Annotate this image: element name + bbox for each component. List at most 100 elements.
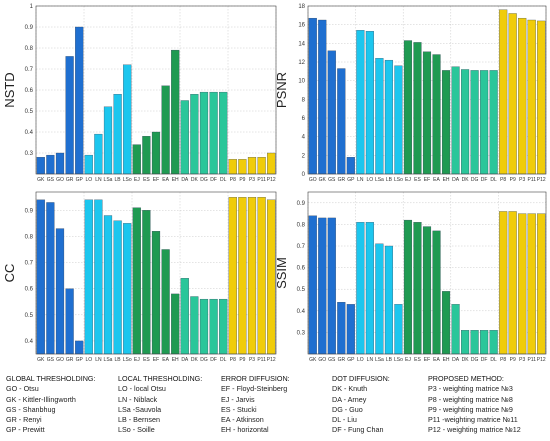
bar	[422, 226, 432, 355]
x-tick-label: LB	[115, 357, 122, 363]
x-tick-label: LSa	[375, 357, 384, 363]
x-tick-label: GR	[66, 357, 74, 363]
plot-frame	[35, 191, 277, 355]
x-tick-label: P8	[500, 177, 506, 183]
y-tick-label: 0.5	[297, 287, 306, 293]
bar	[356, 30, 365, 175]
bar	[142, 210, 151, 355]
y-tick-label: 0.3	[25, 151, 34, 157]
x-tick-label: LSa	[104, 177, 113, 183]
x-tick-label: GP	[76, 357, 84, 363]
x-tick-label: GR	[338, 177, 346, 183]
x-tick-label: GO	[56, 357, 64, 363]
x-tick-label: P11	[527, 177, 536, 183]
bar	[36, 157, 45, 175]
y-tick-label: 0.4	[297, 309, 306, 315]
x-tick-label: DG	[200, 357, 208, 363]
y-tick-label: 0.8	[25, 234, 34, 240]
x-tick-label: DL	[490, 357, 497, 363]
y-tick-label: 0.3	[297, 330, 306, 336]
bar	[209, 298, 218, 355]
x-tick-label: GK	[309, 357, 317, 363]
x-tick-label: GR	[338, 357, 346, 363]
x-tick-label: LN	[357, 177, 364, 183]
x-tick-label: DF	[481, 177, 488, 183]
legend-global-item: GO - Otsu	[6, 384, 39, 394]
bar	[171, 49, 180, 175]
bar	[346, 157, 355, 175]
bar	[65, 56, 74, 175]
x-tick-label: GR	[66, 177, 74, 183]
x-tick-label: P8	[230, 177, 236, 183]
x-tick-label: EA	[162, 357, 169, 363]
bar	[432, 230, 441, 355]
legend: GLOBAL THRESHOLDING: GO - Otsu GK - Kitt…	[6, 374, 550, 438]
bar	[403, 219, 413, 355]
bar	[219, 91, 228, 175]
x-tick-label: EF	[153, 177, 159, 183]
x-tick-label: EJ	[405, 177, 411, 183]
x-tick-label: DA	[452, 177, 460, 183]
bar	[113, 94, 122, 175]
x-tick-label: LN	[367, 357, 374, 363]
y-axis-title: PSNR	[274, 72, 289, 108]
legend-error-item: EF - Floyd-Steinberg	[221, 384, 288, 394]
legend-local: LOCAL THRESHOLDING: LO - local Otsu LN -…	[118, 374, 202, 436]
bar	[337, 68, 346, 175]
x-tick-label: LO	[85, 177, 92, 183]
x-tick-label: GO	[309, 177, 317, 183]
x-tick-label: LO	[85, 357, 92, 363]
y-tick-label: 0.6	[25, 287, 34, 293]
x-tick-label: LB	[115, 177, 122, 183]
bar	[219, 298, 228, 355]
bar	[375, 243, 384, 355]
x-tick-label: DL	[490, 177, 497, 183]
y-tick-label: 14	[298, 41, 305, 47]
y-tick-label: 18	[298, 4, 305, 10]
plot-frame	[307, 5, 547, 175]
x-tick-label: DK	[462, 177, 470, 183]
x-tick-label: LSo	[123, 177, 132, 183]
bar	[65, 288, 74, 355]
legend-proposed-item: P8 - weighting matrice №8	[428, 394, 513, 404]
y-axis-title: NSTD	[2, 72, 17, 107]
legend-proposed-item: P11 -weighting matrice №11	[428, 415, 518, 425]
x-tick-label: LB	[386, 357, 393, 363]
x-tick-label: P3	[519, 357, 525, 363]
x-tick-label: DK	[462, 357, 470, 363]
y-tick-label: 0.8	[25, 46, 34, 52]
bar	[46, 202, 55, 355]
bar	[480, 330, 489, 355]
x-tick-label: P11	[527, 357, 536, 363]
y-tick-label: 0.8	[297, 222, 306, 228]
bar	[422, 51, 432, 175]
y-tick-label: 8	[302, 97, 306, 103]
y-tick-label: 16	[298, 23, 305, 29]
x-tick-label: EA	[162, 177, 169, 183]
legend-proposed-item: P3 - weighting matrice №3	[428, 384, 513, 394]
legend-dot-item: DG - Guo	[332, 404, 363, 414]
bar	[518, 213, 527, 355]
bar	[499, 9, 508, 175]
legend-local-item: LN - Niblack	[118, 394, 158, 404]
x-tick-label: P11	[257, 357, 266, 363]
y-tick-label: 0.4	[25, 339, 34, 345]
legend-local-item: LSo - Soille	[118, 425, 155, 435]
bar	[308, 215, 317, 355]
bar	[113, 220, 122, 355]
bar	[441, 70, 451, 175]
bar	[247, 197, 257, 355]
x-tick-label: DG	[471, 177, 479, 183]
legend-dot: DOT DIFFUSION: DK - Knuth DA - Arney DG …	[332, 374, 390, 436]
bar	[489, 70, 498, 175]
x-tick-label: ES	[414, 177, 421, 183]
bar	[327, 50, 336, 175]
bar	[461, 69, 470, 175]
x-tick-label: P9	[510, 357, 516, 363]
x-tick-label: EH	[443, 177, 450, 183]
legend-local-item: LO - local Otsu	[118, 384, 166, 394]
legend-dot-item: DK - Knuth	[332, 384, 368, 394]
legend-error-item: ES - Stucki	[221, 404, 257, 414]
x-tick-label: DG	[200, 177, 208, 183]
